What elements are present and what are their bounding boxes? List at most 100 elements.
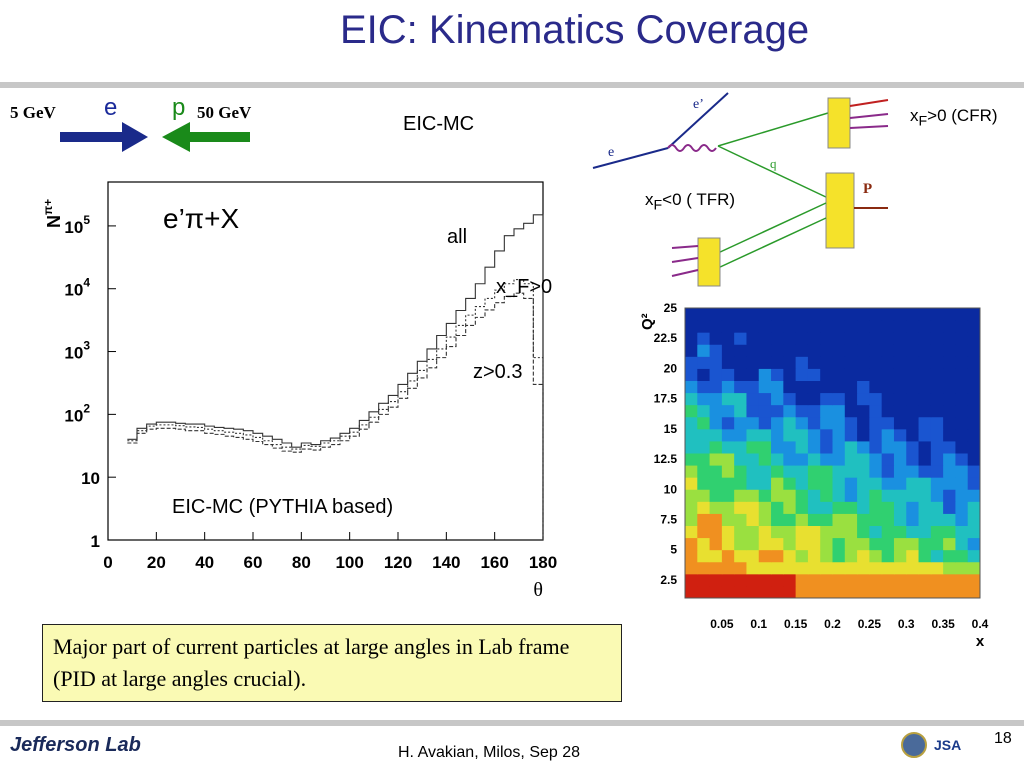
- heatmap-cell: [807, 501, 821, 514]
- heatmap-cell: [881, 308, 895, 321]
- heatmap-cell: [783, 489, 797, 502]
- heatmap-cell: [881, 489, 895, 502]
- heatmap-cell: [930, 585, 944, 599]
- heatmap-cell: [943, 477, 956, 490]
- heatmap-cell: [955, 356, 969, 369]
- heatmap-cell: [820, 404, 833, 418]
- heatmap-cell: [869, 392, 883, 406]
- tfr-line-2: [717, 217, 827, 269]
- x-tick-label: 0: [103, 553, 112, 572]
- heatmap-cell: [930, 537, 944, 551]
- heatmap-cell: [869, 308, 883, 321]
- heatmap-cell: [783, 308, 797, 321]
- heatmap-cell: [795, 332, 809, 345]
- heatmap-cell: [857, 453, 870, 466]
- heatmap-cell: [881, 404, 895, 418]
- proton-energy-label: 50 GeV: [197, 103, 252, 122]
- heatmap-cell: [967, 428, 981, 442]
- heatmap-cell: [758, 489, 772, 502]
- heatmap-cell: [869, 513, 883, 526]
- heatmap-cell: [943, 380, 956, 394]
- beam-arrows: [60, 122, 250, 152]
- x-tick-label: 160: [480, 553, 508, 572]
- heatmap-cell: [795, 465, 809, 478]
- heatmap-cell: [857, 573, 870, 587]
- heatmap-cell: [697, 404, 711, 418]
- heatmap-cell: [869, 501, 883, 514]
- heatmap-cell: [685, 489, 698, 502]
- heatmap-cell: [807, 549, 821, 563]
- heatmap-cell: [857, 368, 870, 381]
- heatmap-cell: [832, 308, 846, 321]
- proton-label: p: [172, 94, 186, 121]
- cfr-line: [717, 112, 829, 147]
- heatmap-cell: [734, 356, 747, 369]
- note-box: Major part of current particles at large…: [42, 624, 622, 702]
- heatmap-cell: [918, 465, 932, 478]
- heatmap-cell: [721, 501, 735, 514]
- heatmap-cell: [746, 573, 760, 587]
- heatmap-cell: [918, 477, 932, 490]
- heatmap-cell: [709, 501, 723, 514]
- y-tick-label: 1: [91, 532, 100, 551]
- heatmap-cell: [967, 356, 981, 369]
- heatmap-cell: [893, 453, 907, 466]
- heatmap-cell: [721, 440, 735, 454]
- heatmap-cell: [955, 585, 969, 599]
- heatmap-cell: [955, 453, 969, 466]
- heatmap-cell: [832, 525, 846, 539]
- heatmap-cell: [955, 368, 969, 381]
- x-tick-label: 60: [244, 553, 263, 572]
- heatmap-cell: [685, 380, 698, 394]
- heatmap-cell: [820, 368, 833, 381]
- heatmap-cell: [943, 489, 956, 502]
- heatmap-cell: [967, 525, 981, 539]
- tfr-particle-2: [671, 257, 699, 263]
- heatmap-cell: [709, 489, 723, 502]
- heatmap-cell: [918, 416, 932, 430]
- heatmap-cell: [893, 440, 907, 454]
- heatmap-cell: [869, 525, 883, 539]
- heatmap-cell: [746, 513, 760, 526]
- heatmap-cell: [795, 428, 809, 442]
- heatmap-cell: [943, 320, 956, 333]
- heatmap-cell: [967, 320, 981, 333]
- heatmap-cell: [918, 489, 932, 502]
- electron-label: e: [104, 94, 118, 121]
- heatmap-cell: [758, 368, 772, 381]
- heatmap-cell: [697, 501, 711, 514]
- heatmap-cell: [746, 477, 760, 490]
- heatmap-cell: [893, 537, 907, 551]
- heatmap-cell: [685, 344, 698, 357]
- heatmap-cell: [955, 404, 969, 418]
- heatmap-cell: [955, 513, 969, 526]
- heatmap-cell: [881, 440, 895, 454]
- heatmap-cell: [758, 549, 772, 563]
- heatmap-cell: [869, 549, 883, 563]
- heatmap-cell: [943, 525, 956, 539]
- heatmap-cell: [820, 573, 833, 587]
- heatmap-cell: [746, 561, 760, 575]
- heatmap-cell: [807, 573, 821, 587]
- heatmap-cell: [820, 561, 833, 575]
- heatmap-cell: [844, 404, 858, 418]
- heatmap-cell: [918, 392, 932, 406]
- heatmap-cell: [734, 380, 747, 394]
- heatmap-cell: [721, 537, 735, 551]
- heatmap-cell: [943, 428, 956, 442]
- heatmap-cell: [771, 404, 784, 418]
- heatmap-cell: [820, 344, 833, 357]
- heatmap-cell: [930, 501, 944, 514]
- page-number: 18: [994, 730, 1012, 747]
- heatmap-cell: [881, 392, 895, 406]
- heatmap-cell: [807, 380, 821, 394]
- heatmap-y-tick-label: 12.5: [654, 452, 678, 466]
- heatmap-cell: [721, 320, 735, 333]
- heatmap-cell: [857, 465, 870, 478]
- heatmap-cell: [685, 440, 698, 454]
- heatmap-cell: [893, 356, 907, 369]
- heatmap-cell: [783, 344, 797, 357]
- heatmap-cell: [820, 513, 833, 526]
- heatmap-cell: [930, 320, 944, 333]
- heatmap-cell: [685, 513, 698, 526]
